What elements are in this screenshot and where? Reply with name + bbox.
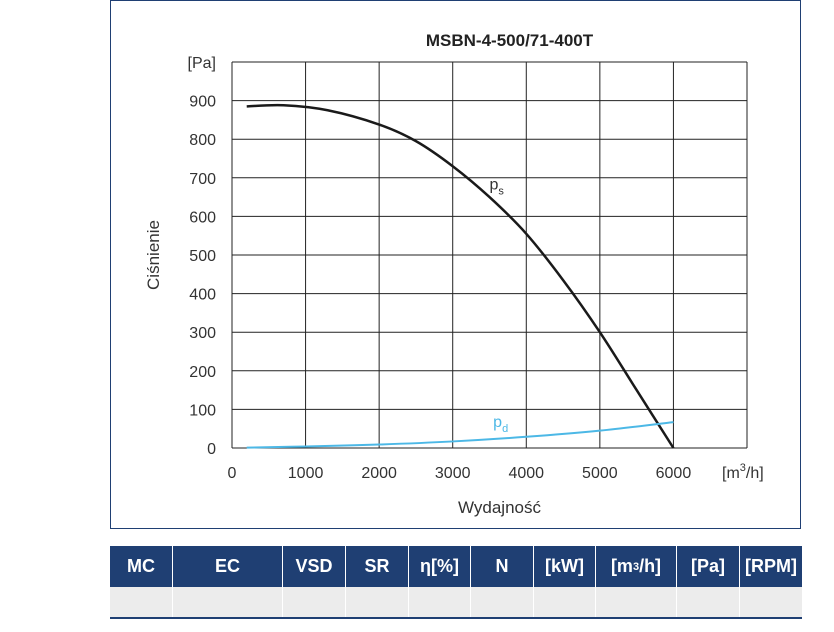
table-cell xyxy=(740,587,802,617)
table-header-cell: SR xyxy=(346,546,409,587)
table-header-cell: [kW] xyxy=(534,546,596,587)
chart-frame: MSBN-4-500/71-400T 0 100 200 300 400 500 600 700… xyxy=(110,0,801,529)
table-cell xyxy=(173,587,283,617)
table-cell xyxy=(534,587,596,617)
pressure-chart: MSBN-4-500/71-400T 0 100 200 300 400 500 600 700… xyxy=(144,31,764,517)
table-header-cell: VSD xyxy=(283,546,346,587)
table-cell xyxy=(409,587,471,617)
x-tick-label: 1000 xyxy=(288,465,324,482)
table-cell xyxy=(677,587,740,617)
series-line-ps xyxy=(246,103,675,449)
spec-table: MC EC VSD SR η[%] N [kW] [m 3/h] [Pa] [RPM] xyxy=(110,546,802,619)
table-cell xyxy=(110,587,173,617)
x-tick-label: 6000 xyxy=(656,465,692,482)
table-cell xyxy=(471,587,534,617)
y-unit-label: [Pa] xyxy=(188,55,216,72)
table-cell xyxy=(346,587,409,617)
table-cell xyxy=(596,587,677,617)
table-cell xyxy=(283,587,346,617)
y-tick-label: 900 xyxy=(189,94,216,111)
series-label-pd: pd xyxy=(493,414,508,435)
table-header-cell: [m 3/h] xyxy=(596,546,677,587)
chart-title: MSBN-4-500/71-400T xyxy=(426,31,594,50)
table-header-row: MC EC VSD SR η[%] N [kW] [m 3/h] [Pa] [RPM] xyxy=(110,546,802,587)
y-tick-label: 200 xyxy=(189,364,216,381)
y-tick-label: 300 xyxy=(189,325,216,342)
x-axis-label: Wydajność xyxy=(458,498,541,517)
x-tick-label: 0 xyxy=(228,465,237,482)
table-header-cell: [RPM] xyxy=(745,556,797,576)
y-tick-label: 700 xyxy=(189,171,216,188)
y-tick-label: 100 xyxy=(189,402,216,419)
y-tick-label: 0 xyxy=(207,441,216,458)
x-unit-label: [m3/h] xyxy=(722,462,764,482)
y-axis-label: Ciśnienie xyxy=(144,220,163,290)
y-tick-label: 600 xyxy=(189,209,216,226)
series-line-pd xyxy=(246,421,674,449)
x-tick-label: 2000 xyxy=(361,465,397,482)
y-tick-label: 400 xyxy=(189,287,216,304)
table-header-cell: [Pa] xyxy=(677,546,740,587)
x-tick-label: 3000 xyxy=(435,465,471,482)
table-row xyxy=(110,587,802,619)
y-tick-label: 800 xyxy=(189,132,216,149)
series-label-ps: ps xyxy=(490,176,505,197)
table-header-cell: η[%] xyxy=(409,546,471,587)
x-tick-label: 4000 xyxy=(508,465,544,482)
y-tick-label: 500 xyxy=(189,248,216,265)
x-tick-label: 5000 xyxy=(582,465,618,482)
table-header-cell: MC xyxy=(110,546,173,587)
table-header-cell: EC xyxy=(173,546,283,587)
table-header-cell: N xyxy=(471,546,534,587)
